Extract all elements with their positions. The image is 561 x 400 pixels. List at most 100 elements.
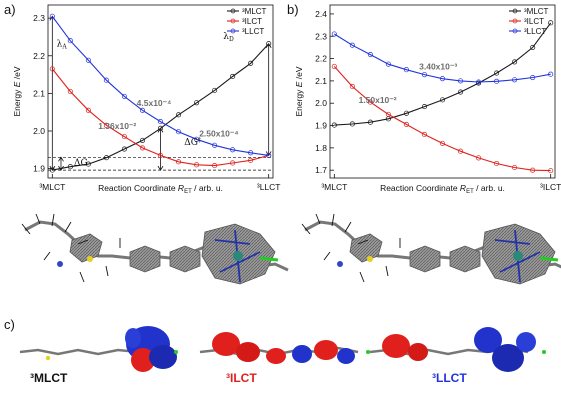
series-line-mlct bbox=[52, 43, 270, 171]
orbital-density-mlct bbox=[19, 326, 178, 372]
legend-label-ilct: ³ILCT bbox=[524, 17, 544, 26]
data-point-llct bbox=[457, 78, 464, 84]
data-point-llct bbox=[530, 74, 536, 81]
panel-label-c: c) bbox=[4, 317, 15, 332]
data-point-ilct bbox=[103, 122, 109, 128]
molecule-structure-left bbox=[21, 213, 289, 285]
chart-a: 1.9 2.0 2.1 2.2 2.3 ³MLCT ³LLCT Reaction Coordi… bbox=[12, 4, 281, 195]
legend-marker-mlct bbox=[230, 8, 236, 14]
data-point-llct bbox=[175, 129, 182, 135]
series-line-ilct bbox=[333, 66, 551, 172]
data-point-mlct bbox=[139, 137, 146, 143]
plot-frame bbox=[329, 4, 556, 179]
data-point-llct bbox=[476, 79, 482, 85]
data-point-ilct bbox=[85, 107, 91, 113]
data-point-mlct bbox=[494, 70, 500, 76]
guide-arrowhead bbox=[58, 156, 64, 162]
annotation-symbol: ΔG‡ bbox=[184, 137, 201, 148]
molecule-structure-right bbox=[301, 213, 561, 285]
legend-marker-ilct bbox=[512, 18, 518, 24]
data-point-mlct bbox=[67, 164, 73, 170]
data-point-mlct bbox=[548, 20, 554, 26]
y-tick-label: 2.1 bbox=[33, 88, 45, 98]
y-axis-label: Energy E /eV bbox=[294, 66, 304, 116]
data-point-ilct bbox=[494, 160, 500, 167]
x-tick-label: ³ILCT bbox=[540, 182, 561, 192]
legend-label-llct: ³LLCT bbox=[242, 27, 264, 36]
data-point-mlct bbox=[49, 167, 55, 173]
data-point-mlct bbox=[421, 104, 428, 110]
data-point-ilct bbox=[403, 121, 409, 127]
data-point-ilct bbox=[157, 152, 164, 158]
y-tick-label: 2.0 bbox=[33, 126, 45, 136]
y-tick-label: 2.1 bbox=[315, 76, 327, 86]
legend-marker-mlct bbox=[512, 8, 518, 14]
data-point-ilct bbox=[548, 168, 554, 174]
data-point-ilct bbox=[230, 160, 236, 166]
y-tick-label: 1.9 bbox=[33, 164, 45, 174]
data-point-llct bbox=[548, 71, 554, 77]
legend-marker-llct bbox=[512, 28, 518, 34]
data-point-ilct bbox=[331, 63, 337, 69]
guide-arrowhead bbox=[58, 165, 64, 171]
legend-marker-llct bbox=[230, 28, 236, 34]
data-point-llct bbox=[121, 93, 127, 99]
data-point-mlct bbox=[157, 125, 164, 131]
y-axis-label: Energy E /eV bbox=[12, 66, 22, 116]
orbital-label-llct: ³LLCT bbox=[432, 371, 467, 385]
annotation-symbol: λD bbox=[223, 32, 234, 43]
data-point-llct bbox=[331, 31, 337, 37]
data-point-mlct bbox=[349, 121, 355, 127]
series-line-ilct bbox=[51, 68, 269, 167]
data-point-ilct bbox=[67, 88, 73, 95]
data-point-mlct bbox=[439, 97, 446, 103]
series-line-llct bbox=[334, 33, 551, 83]
data-point-llct bbox=[512, 77, 518, 83]
y-tick-label: 2.2 bbox=[33, 51, 45, 61]
panel-label-b: b) bbox=[287, 2, 299, 17]
x-axis-label: Reaction Coordinate RET / arb. u. bbox=[380, 183, 505, 195]
data-point-ilct bbox=[512, 164, 518, 171]
orbital-label-ilct: ³ILCT bbox=[226, 371, 257, 385]
data-point-mlct bbox=[403, 110, 409, 116]
data-point-mlct bbox=[121, 146, 127, 152]
data-point-llct bbox=[403, 67, 409, 73]
x-tick-label: ³LLCT bbox=[257, 182, 281, 192]
y-tick-label: 2.4 bbox=[315, 9, 327, 19]
y-tick-label: 1.8 bbox=[315, 143, 327, 153]
data-point-llct bbox=[49, 13, 55, 19]
data-point-ilct bbox=[212, 163, 218, 169]
data-point-llct bbox=[212, 142, 218, 148]
data-point-mlct bbox=[212, 87, 218, 93]
annotation-symbol: λA bbox=[57, 39, 68, 50]
data-point-llct bbox=[385, 61, 391, 67]
data-point-llct bbox=[67, 38, 73, 44]
data-point-llct bbox=[349, 42, 355, 48]
data-point-llct bbox=[439, 76, 446, 82]
data-point-llct bbox=[157, 119, 164, 125]
data-point-llct bbox=[85, 57, 91, 63]
data-point-mlct bbox=[248, 60, 254, 66]
annotation-symbol: ΔG bbox=[74, 159, 88, 169]
data-point-ilct bbox=[385, 111, 391, 117]
plot-frame bbox=[47, 4, 274, 179]
rate-annotation: 1.36x10⁻² bbox=[98, 121, 136, 131]
data-point-mlct bbox=[103, 155, 109, 161]
data-point-mlct bbox=[367, 119, 373, 125]
rate-annotation: 4.5x10⁻⁴ bbox=[137, 98, 172, 108]
data-point-llct bbox=[266, 152, 272, 158]
legend-label-mlct: ³MLCT bbox=[524, 7, 549, 16]
data-point-llct bbox=[194, 136, 200, 142]
data-point-ilct bbox=[194, 162, 200, 168]
data-point-ilct bbox=[476, 155, 482, 161]
data-point-mlct bbox=[266, 41, 272, 47]
rate-annotation: 3.40x10⁻³ bbox=[419, 62, 457, 72]
data-point-llct bbox=[248, 150, 254, 156]
orbital-label-mlct: ³MLCT bbox=[30, 371, 68, 385]
data-point-mlct bbox=[230, 73, 236, 80]
guide-arrowhead bbox=[157, 165, 164, 171]
y-tick-label: 1.9 bbox=[315, 121, 327, 131]
data-point-mlct bbox=[331, 122, 337, 128]
legend-label-llct: ³LLCT bbox=[524, 27, 546, 36]
data-point-ilct bbox=[349, 83, 355, 90]
